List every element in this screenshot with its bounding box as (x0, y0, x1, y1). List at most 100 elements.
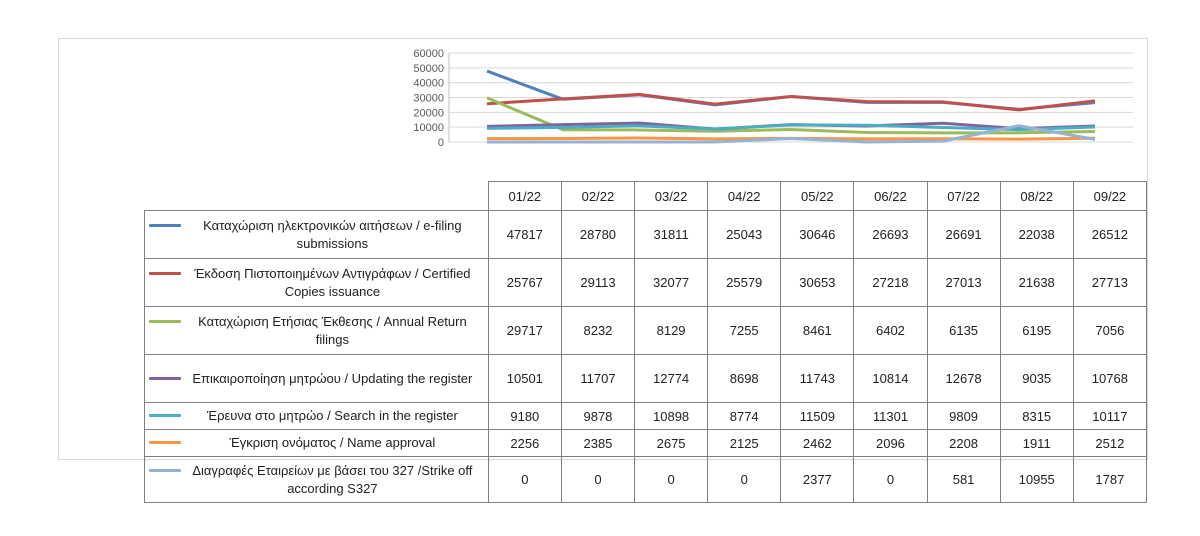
data-value-cell: 27713 (1072, 258, 1148, 307)
data-value-cell: 10814 (853, 354, 928, 403)
series-line-1 (486, 69, 1096, 111)
data-value-cell: 12678 (926, 354, 1001, 403)
y-tick-label: 20000 (413, 107, 444, 119)
data-value-cell: 10117 (1072, 402, 1148, 430)
data-value-cell: 27218 (853, 258, 928, 307)
data-value-cell: 11743 (780, 354, 855, 403)
series-name: Διαγραφές Εταιρείων με βάσει του 327 /St… (192, 462, 473, 496)
data-value-cell: 2462 (780, 429, 855, 457)
legend-swatch (149, 223, 181, 227)
data-value-cell: 9878 (560, 402, 636, 430)
data-value-cell: 8461 (780, 306, 855, 355)
series-legend-cell: Έγκριση ονόματος / Name approval (144, 429, 489, 457)
data-value-cell: 2385 (560, 429, 636, 457)
data-value-cell: 30646 (780, 210, 855, 259)
table-corner (144, 181, 489, 211)
data-value-cell: 26693 (853, 210, 928, 259)
data-value-cell: 8774 (707, 402, 782, 430)
data-value-cell: 8315 (999, 402, 1074, 430)
legend-swatch (149, 441, 181, 444)
series-legend-cell: Καταχώριση Ετήσιας Έκθεσης / Annual Retu… (144, 306, 489, 355)
category-label: 01/22 (487, 181, 562, 211)
series-name: Έρευνα στο μητρώο / Search in the regist… (206, 408, 458, 423)
data-value-cell: 2125 (707, 429, 782, 457)
data-value-cell: 9809 (926, 402, 1001, 430)
series-legend-cell: Έκδοση Πιστοποιημένων Αντιγράφων / Certi… (144, 258, 489, 307)
legend-swatch (149, 414, 181, 417)
data-value-cell: 28780 (560, 210, 636, 259)
series-name: Καταχώριση Ετήσιας Έκθεσης / Annual Retu… (198, 313, 467, 347)
series-legend-cell: Έρευνα στο μητρώο / Search in the regist… (144, 402, 489, 430)
data-value-cell: 8129 (634, 306, 709, 355)
series-line-2 (486, 92, 1096, 112)
data-value-cell: 21638 (999, 258, 1074, 307)
series-line-3 (486, 96, 1096, 135)
data-value-cell: 9180 (487, 402, 562, 430)
data-value-cell: 2512 (1072, 429, 1148, 457)
data-value-cell: 0 (853, 456, 928, 503)
table-row: Έκδοση Πιστοποιημένων Αντιγράφων / Certi… (144, 258, 1148, 307)
data-value-cell: 0 (634, 456, 709, 503)
data-value-cell: 7056 (1072, 306, 1148, 355)
category-label: 06/22 (853, 181, 928, 211)
data-value-cell: 1911 (999, 429, 1074, 457)
category-label: 04/22 (707, 181, 782, 211)
data-table: 01/22 02/22 03/22 04/22 05/22 06/22 07/22 08/22… (144, 181, 1148, 503)
data-value-cell: 8232 (560, 306, 636, 355)
series-name: Επικαιροποίηση μητρώου / Updating the re… (192, 370, 473, 386)
y-tick-label: 50000 (413, 63, 444, 75)
table-row: Διαγραφές Εταιρείων με βάσει του 327 /St… (144, 456, 1148, 503)
table-row: Έγκριση ονόματος / Name approval 2256 2385… (144, 429, 1148, 457)
series-legend-cell: Διαγραφές Εταιρείων με βάσει του 327 /St… (144, 456, 489, 503)
y-tick-label: 40000 (413, 78, 444, 90)
category-label: 05/22 (780, 181, 855, 211)
data-value-cell: 2377 (780, 456, 855, 503)
data-value-cell: 0 (487, 456, 562, 503)
category-label: 09/22 (1072, 181, 1148, 211)
data-value-cell: 10898 (634, 402, 709, 430)
data-value-cell: 9035 (999, 354, 1074, 403)
data-value-cell: 26512 (1072, 210, 1148, 259)
data-value-cell: 10768 (1072, 354, 1148, 403)
data-value-cell: 2208 (926, 429, 1001, 457)
data-value-cell: 1787 (1072, 456, 1148, 503)
data-value-cell: 10501 (487, 354, 562, 403)
data-value-cell: 26691 (926, 210, 1001, 259)
series-legend-cell: Επικαιροποίηση μητρώου / Updating the re… (144, 354, 489, 403)
series-name: Έγκριση ονόματος / Name approval (229, 435, 436, 450)
chart-frame: 60000 50000 40000 30000 20000 10000 0 01/22 02/… (58, 38, 1148, 503)
legend-swatch (149, 468, 181, 472)
y-tick-label: 30000 (413, 93, 444, 105)
category-header-row: 01/22 02/22 03/22 04/22 05/22 06/22 07/22 08/22… (144, 181, 1148, 211)
data-value-cell: 6135 (926, 306, 1001, 355)
data-value-cell: 0 (707, 456, 782, 503)
category-label: 02/22 (560, 181, 636, 211)
legend-swatch (149, 376, 181, 380)
data-value-cell: 25767 (487, 258, 562, 307)
series-legend-cell: Καταχώριση ηλεκτρονικών αιτήσεων / e-fil… (144, 210, 489, 259)
data-value-cell: 7255 (707, 306, 782, 355)
data-value-cell: 2096 (853, 429, 928, 457)
table-body: Καταχώριση ηλεκτρονικών αιτήσεων / e-fil… (144, 210, 1148, 503)
legend-swatch (149, 271, 181, 275)
series-line-7 (487, 124, 1096, 144)
category-label: 03/22 (634, 181, 709, 211)
data-value-cell: 6195 (999, 306, 1074, 355)
table-row: Καταχώριση Ετήσιας Έκθεσης / Annual Retu… (144, 306, 1148, 355)
data-value-cell: 29113 (560, 258, 636, 307)
data-value-cell: 11509 (780, 402, 855, 430)
data-value-cell: 11301 (853, 402, 928, 430)
category-label: 08/22 (999, 181, 1074, 211)
data-value-cell: 2256 (487, 429, 562, 457)
data-value-cell: 31811 (634, 210, 709, 259)
series-line-5 (486, 123, 1096, 132)
data-value-cell: 22038 (999, 210, 1074, 259)
category-label: 07/22 (926, 181, 1001, 211)
data-value-cell: 27013 (926, 258, 1001, 307)
data-value-cell: 0 (560, 456, 636, 503)
table-row: Έρευνα στο μητρώο / Search in the regist… (144, 402, 1148, 430)
y-tick-label: 60000 (413, 48, 444, 60)
data-value-cell: 8698 (707, 354, 782, 403)
data-value-cell: 29717 (487, 306, 562, 355)
data-value-cell: 47817 (487, 210, 562, 259)
